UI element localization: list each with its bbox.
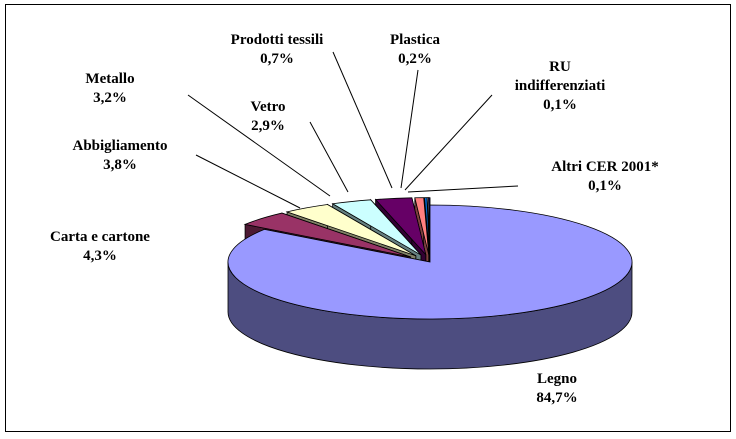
leader-line [407,185,519,193]
slice-name: Plastica [390,32,440,48]
slice [331,199,422,256]
slice-name: RU indifferenziati [514,59,606,94]
slice-label: Legno 84,7% [517,370,597,408]
slice [414,197,430,255]
slice-value: 0,1% [543,97,577,113]
slice-label: Metallo 3,2% [65,70,155,108]
leader-line [309,121,349,193]
slice [285,204,416,257]
slice-name: Altri CER 2001* [551,159,659,175]
leader-line [195,154,301,209]
slice-label: Prodotti tessili 0,7% [202,31,352,69]
slice-name: Carta e cartone [50,229,150,245]
slice-value: 84,7% [536,390,578,406]
slice-label: Abbigliamento 3,8% [50,137,190,175]
slice-value: 0,2% [398,51,432,67]
leader-lines [187,51,519,209]
slice-label: Plastica 0,2% [370,31,460,69]
slice-value: 3,8% [103,157,137,173]
slice-value: 4,3% [83,248,117,264]
slice [423,197,430,255]
slice-value: 0,7% [260,51,294,67]
slice-label: Vetro 2,9% [228,98,308,136]
slice [374,197,427,255]
leader-line [404,94,493,191]
leader-line [332,51,393,189]
slice-value: 3,2% [93,90,127,106]
slice-label: Carta e cartone 4,3% [25,228,175,266]
leader-line [400,69,419,189]
leader-line [187,94,331,197]
slice-name: Metallo [85,71,135,87]
slice-label: Altri CER 2001* 0,1% [530,158,680,196]
slice-value: 0,1% [588,178,622,194]
slice-name: Legno [536,371,577,387]
slice [243,212,411,258]
slice-name: Abbigliamento [72,138,168,154]
slice-value: 2,9% [251,118,285,134]
slice-label: RU indifferenziati 0,1% [505,58,615,115]
slice-name: Prodotti tessili [230,32,324,48]
slice [227,204,633,320]
slice-name: Vetro [250,99,286,115]
